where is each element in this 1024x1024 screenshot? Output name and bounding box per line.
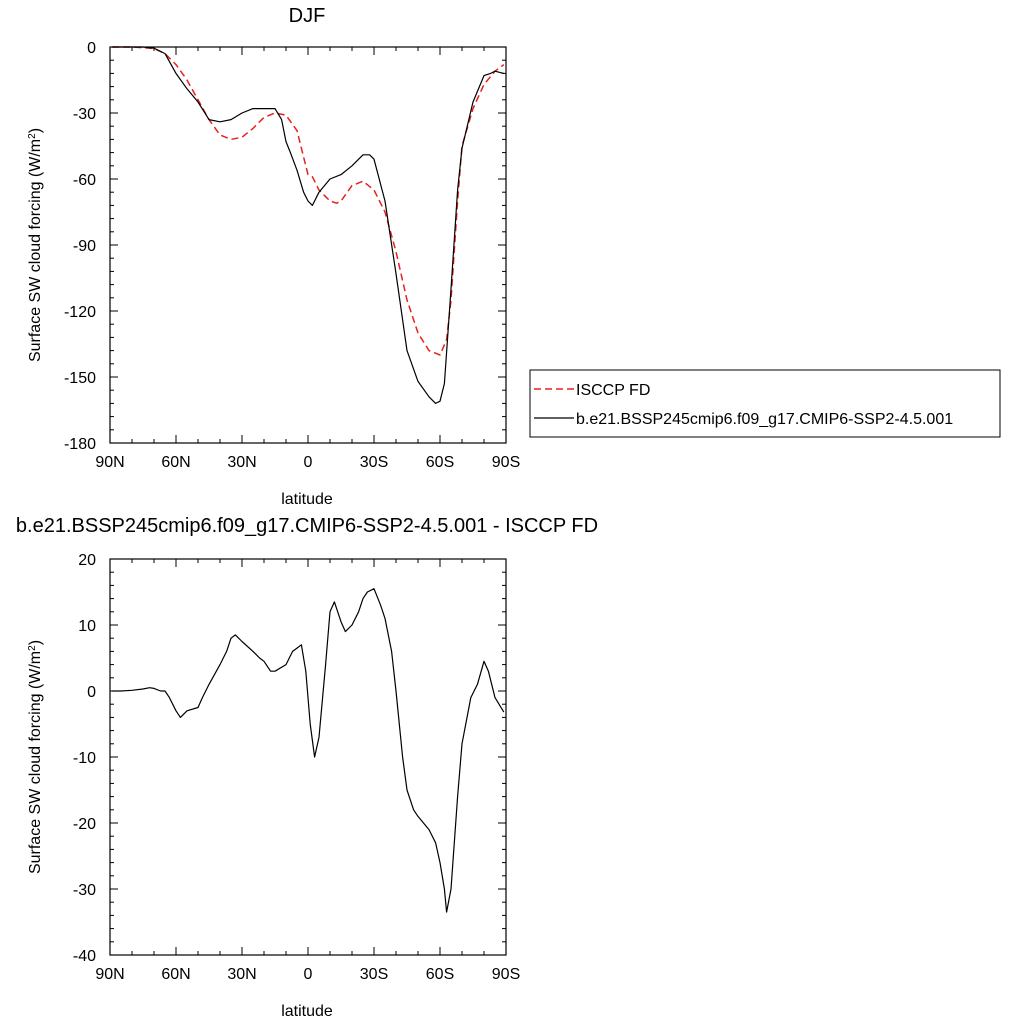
top-chart-title: DJF	[289, 5, 326, 27]
top-x-tick-label: 90N	[95, 454, 124, 471]
top-y-tick-label: -60	[73, 172, 96, 189]
top-series-line-1	[112, 46, 504, 404]
bottom-chart-y-axis-label: Surface SW cloud forcing (W/m2)	[27, 640, 45, 874]
bottom-series-line-0	[112, 588, 505, 913]
bottom-x-tick-label: 30S	[360, 966, 388, 983]
legend: ISCCP FD b.e21.BSSP245cmip6.f09_g17.CMIP…	[529, 369, 1001, 438]
bottom-y-tick-label: -40	[73, 948, 96, 965]
top-y-tick-label: -150	[64, 370, 96, 387]
top-y-tick-label: 0	[87, 40, 96, 57]
top-chart-x-axis-label: latitude	[281, 491, 333, 508]
bottom-chart-title: b.e21.BSSP245cmip6.f09_g17.CMIP6-SSP2-4.…	[16, 515, 598, 537]
top-y-tick-label: -120	[64, 304, 96, 321]
top-chart-frame	[109, 46, 507, 444]
bottom-chart-ticks: 90N 60N 30N 0 30S 60S 90S 20 10 0 -10 -20 -30 -40	[73, 552, 520, 983]
bottom-x-tick-label: 60N	[161, 966, 190, 983]
bottom-y-tick-label: -10	[73, 750, 96, 767]
top-x-tick-label: 0	[304, 454, 313, 471]
bottom-x-tick-label: 90S	[492, 966, 520, 983]
bottom-x-tick-label: 0	[304, 966, 313, 983]
legend-box	[529, 369, 1001, 438]
top-y-tick-label: -30	[73, 106, 96, 123]
top-chart: DJF Surface SW cloud forcing (W/m2) lati…	[27, 5, 521, 508]
bottom-x-tick-label: 30N	[227, 966, 256, 983]
legend-label-model: b.e21.BSSP245cmip6.f09_g17.CMIP6-SSP2-4.…	[576, 411, 953, 428]
top-y-tick-label: -90	[73, 238, 96, 255]
bottom-y-tick-label: 20	[78, 552, 96, 569]
top-chart-y-axis-label: Surface SW cloud forcing (W/m2)	[27, 128, 45, 362]
bottom-y-tick-label: -20	[73, 816, 96, 833]
top-x-tick-label: 60S	[426, 454, 454, 471]
legend-label-isccp: ISCCP FD	[576, 382, 650, 399]
top-x-tick-label: 30S	[360, 454, 388, 471]
bottom-x-tick-label: 90N	[95, 966, 124, 983]
bottom-x-tick-label: 60S	[426, 966, 454, 983]
top-y-tick-label: -180	[64, 436, 96, 453]
top-x-tick-label: 60N	[161, 454, 190, 471]
top-chart-ticks: 90N 60N 30N 0 30S 60S 90S 0 -30 -60 -90 -120 -150 -18…	[64, 40, 520, 471]
bottom-y-tick-label: -30	[73, 882, 96, 899]
top-chart-series	[112, 46, 505, 404]
bottom-chart-series	[112, 588, 505, 913]
bottom-chart-frame	[109, 558, 507, 956]
top-x-tick-label: 30N	[227, 454, 256, 471]
bottom-y-tick-label: 10	[78, 618, 96, 635]
bottom-chart: b.e21.BSSP245cmip6.f09_g17.CMIP6-SSP2-4.…	[16, 515, 598, 1020]
bottom-chart-x-axis-label: latitude	[281, 1003, 333, 1020]
bottom-y-tick-label: 0	[87, 684, 96, 701]
top-x-tick-label: 90S	[492, 454, 520, 471]
